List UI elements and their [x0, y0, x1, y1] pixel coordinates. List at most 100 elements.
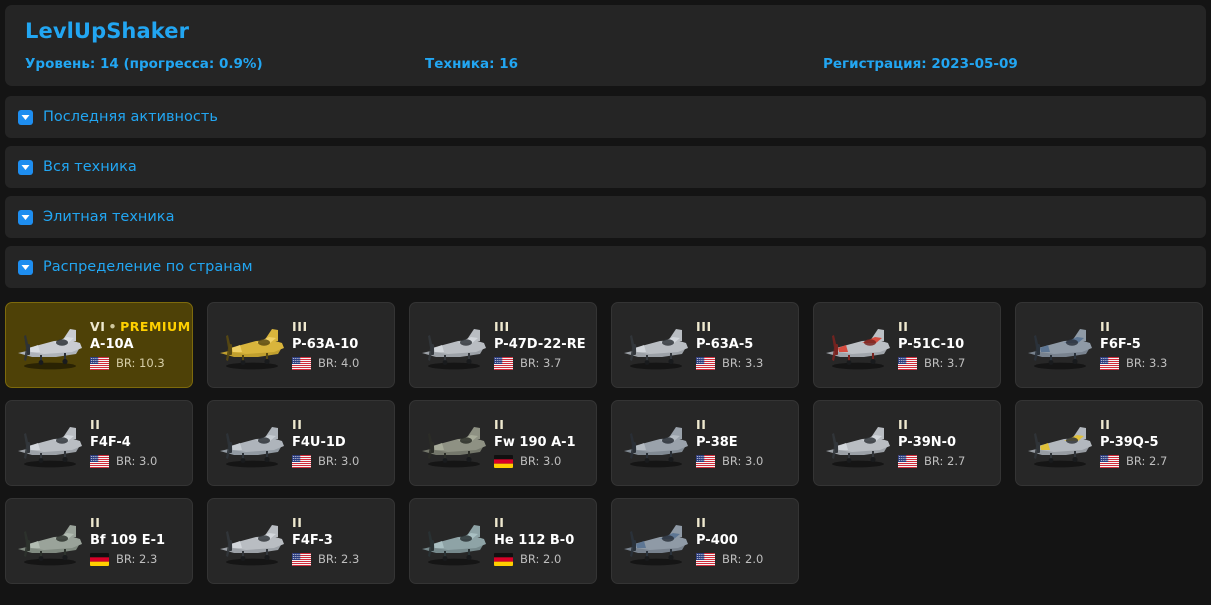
vehicle-br-line: BR: 2.7 — [1100, 454, 1194, 468]
player-name: LevlUpShaker — [25, 19, 190, 43]
flag-icon-usa — [90, 356, 109, 370]
vehicle-thumbnail — [10, 315, 88, 375]
vehicle-rank: III — [696, 319, 712, 334]
vehicle-card[interactable]: II F4F-3 BR: 2.3 — [207, 498, 395, 584]
chevron-down-icon — [21, 164, 30, 170]
vehicle-card[interactable]: II F4F-4 BR: 3.0 — [5, 400, 193, 486]
vehicle-thumbnail — [10, 413, 88, 473]
vehicle-rank: II — [696, 417, 707, 432]
section-title: Вся техника — [43, 159, 137, 175]
chevron-down-icon[interactable] — [18, 259, 33, 275]
vehicle-info: II P-400 BR: 2.0 — [694, 516, 790, 566]
chevron-down-icon[interactable] — [18, 209, 33, 225]
vehicle-battle-rating: BR: 2.7 — [1126, 454, 1168, 468]
vehicle-name: F4U-1D — [292, 435, 346, 450]
vehicle-battle-rating: BR: 10.3 — [116, 356, 165, 370]
section-row-1[interactable]: Последняя активность — [5, 96, 1206, 138]
vehicle-thumbnail — [616, 511, 694, 571]
vehicle-card[interactable]: II He 112 B-0 BR: 2.0 — [409, 498, 597, 584]
vehicle-rank: VI — [90, 319, 106, 334]
vehicle-battle-rating: BR: 2.7 — [924, 454, 966, 468]
vehicle-card[interactable]: II P-39Q-5 BR: 2.7 — [1015, 400, 1203, 486]
vehicle-card[interactable]: II P-400 BR: 2.0 — [611, 498, 799, 584]
section-row-4[interactable]: Распределение по странам — [5, 246, 1206, 288]
flag-icon-usa — [696, 356, 715, 370]
vehicle-battle-rating: BR: 3.0 — [722, 454, 764, 468]
vehicle-card[interactable]: II Fw 190 A-1 BR: 3.0 — [409, 400, 597, 486]
flag-icon-germany — [494, 454, 513, 468]
vehicle-thumbnail — [818, 413, 896, 473]
profile-stats-row: Уровень: 14 (прогресса: 0.9%) Техника: 1… — [23, 56, 1188, 72]
vehicle-name: A-10A — [90, 337, 134, 352]
vehicle-battle-rating: BR: 3.0 — [318, 454, 360, 468]
vehicle-br-line: BR: 2.3 — [90, 552, 184, 566]
vehicle-thumbnail — [212, 511, 290, 571]
vehicle-rank-line: II — [696, 516, 790, 530]
vehicle-rank-line: III — [494, 320, 588, 334]
vehicle-card[interactable]: II P-39N-0 BR: 2.7 — [813, 400, 1001, 486]
chevron-down-icon[interactable] — [18, 159, 33, 175]
vehicle-thumbnail — [414, 315, 492, 375]
flag-icon-usa — [292, 356, 311, 370]
stat-registration-date: Регистрация: 2023-05-09 — [823, 56, 1018, 72]
vehicle-rank: II — [696, 515, 707, 530]
vehicle-grid: VI • PREMIUM A-10A BR: 10.3 III P-63A-10 BR: 4.… — [5, 302, 1206, 584]
vehicle-card[interactable]: II P-51C-10 BR: 3.7 — [813, 302, 1001, 388]
chevron-down-icon — [21, 214, 30, 220]
vehicle-rank-line: III — [696, 320, 790, 334]
vehicle-card[interactable]: II F6F-5 BR: 3.3 — [1015, 302, 1203, 388]
flag-icon-usa — [90, 454, 109, 468]
vehicle-thumbnail — [10, 511, 88, 571]
vehicle-name: Fw 190 A-1 — [494, 435, 576, 450]
vehicle-name: P-63A-5 — [696, 337, 754, 352]
vehicle-card[interactable]: III P-47D-22-RE BR: 3.7 — [409, 302, 597, 388]
vehicle-info: III P-63A-5 BR: 3.3 — [694, 320, 790, 370]
flag-icon-usa — [1100, 356, 1119, 370]
flag-icon-usa — [898, 454, 917, 468]
vehicle-card[interactable]: III P-63A-5 BR: 3.3 — [611, 302, 799, 388]
vehicle-name: P-38E — [696, 435, 738, 450]
vehicle-battle-rating: BR: 4.0 — [318, 356, 360, 370]
vehicle-name: F4F-3 — [292, 533, 333, 548]
vehicle-rank: II — [292, 417, 303, 432]
vehicle-card[interactable]: II P-38E BR: 3.0 — [611, 400, 799, 486]
vehicle-thumbnail — [1020, 413, 1098, 473]
vehicle-card[interactable]: III P-63A-10 BR: 4.0 — [207, 302, 395, 388]
vehicle-rank: II — [494, 417, 505, 432]
vehicle-name: P-39N-0 — [898, 435, 957, 450]
vehicle-card[interactable]: II Bf 109 E-1 BR: 2.3 — [5, 498, 193, 584]
flag-icon-usa — [494, 356, 513, 370]
vehicle-battle-rating: BR: 3.7 — [520, 356, 562, 370]
vehicle-br-line: BR: 3.0 — [292, 454, 386, 468]
vehicle-thumbnail — [616, 315, 694, 375]
vehicle-rank-line: II — [292, 516, 386, 530]
vehicle-rank-line: II — [494, 418, 588, 432]
flag-icon-usa — [292, 552, 311, 566]
vehicle-br-line: BR: 4.0 — [292, 356, 386, 370]
flag-icon-usa — [898, 356, 917, 370]
vehicle-rank: II — [494, 515, 505, 530]
vehicle-br-line: BR: 2.0 — [494, 552, 588, 566]
flag-icon-usa — [292, 454, 311, 468]
section-row-3[interactable]: Элитная техника — [5, 196, 1206, 238]
profile-header-panel: LevlUpShaker Уровень: 14 (прогресса: 0.9… — [5, 5, 1206, 86]
flag-icon-germany — [90, 552, 109, 566]
vehicle-card[interactable]: II F4U-1D BR: 3.0 — [207, 400, 395, 486]
section-title: Распределение по странам — [43, 259, 253, 275]
vehicle-br-line: BR: 3.7 — [494, 356, 588, 370]
vehicle-info: II P-39Q-5 BR: 2.7 — [1098, 418, 1194, 468]
vehicle-name: F4F-4 — [90, 435, 131, 450]
chevron-down-icon[interactable] — [18, 109, 33, 125]
vehicle-battle-rating: BR: 3.7 — [924, 356, 966, 370]
vehicle-rank: II — [898, 319, 909, 334]
vehicle-thumbnail — [414, 511, 492, 571]
vehicle-rank: II — [1100, 417, 1111, 432]
vehicle-card[interactable]: VI • PREMIUM A-10A BR: 10.3 — [5, 302, 193, 388]
vehicle-battle-rating: BR: 2.3 — [318, 552, 360, 566]
vehicle-name: P-51C-10 — [898, 337, 965, 352]
vehicle-info: VI • PREMIUM A-10A BR: 10.3 — [88, 319, 190, 370]
section-row-2[interactable]: Вся техника — [5, 146, 1206, 188]
vehicle-name: Bf 109 E-1 — [90, 533, 166, 548]
vehicle-rank-line: II — [292, 418, 386, 432]
